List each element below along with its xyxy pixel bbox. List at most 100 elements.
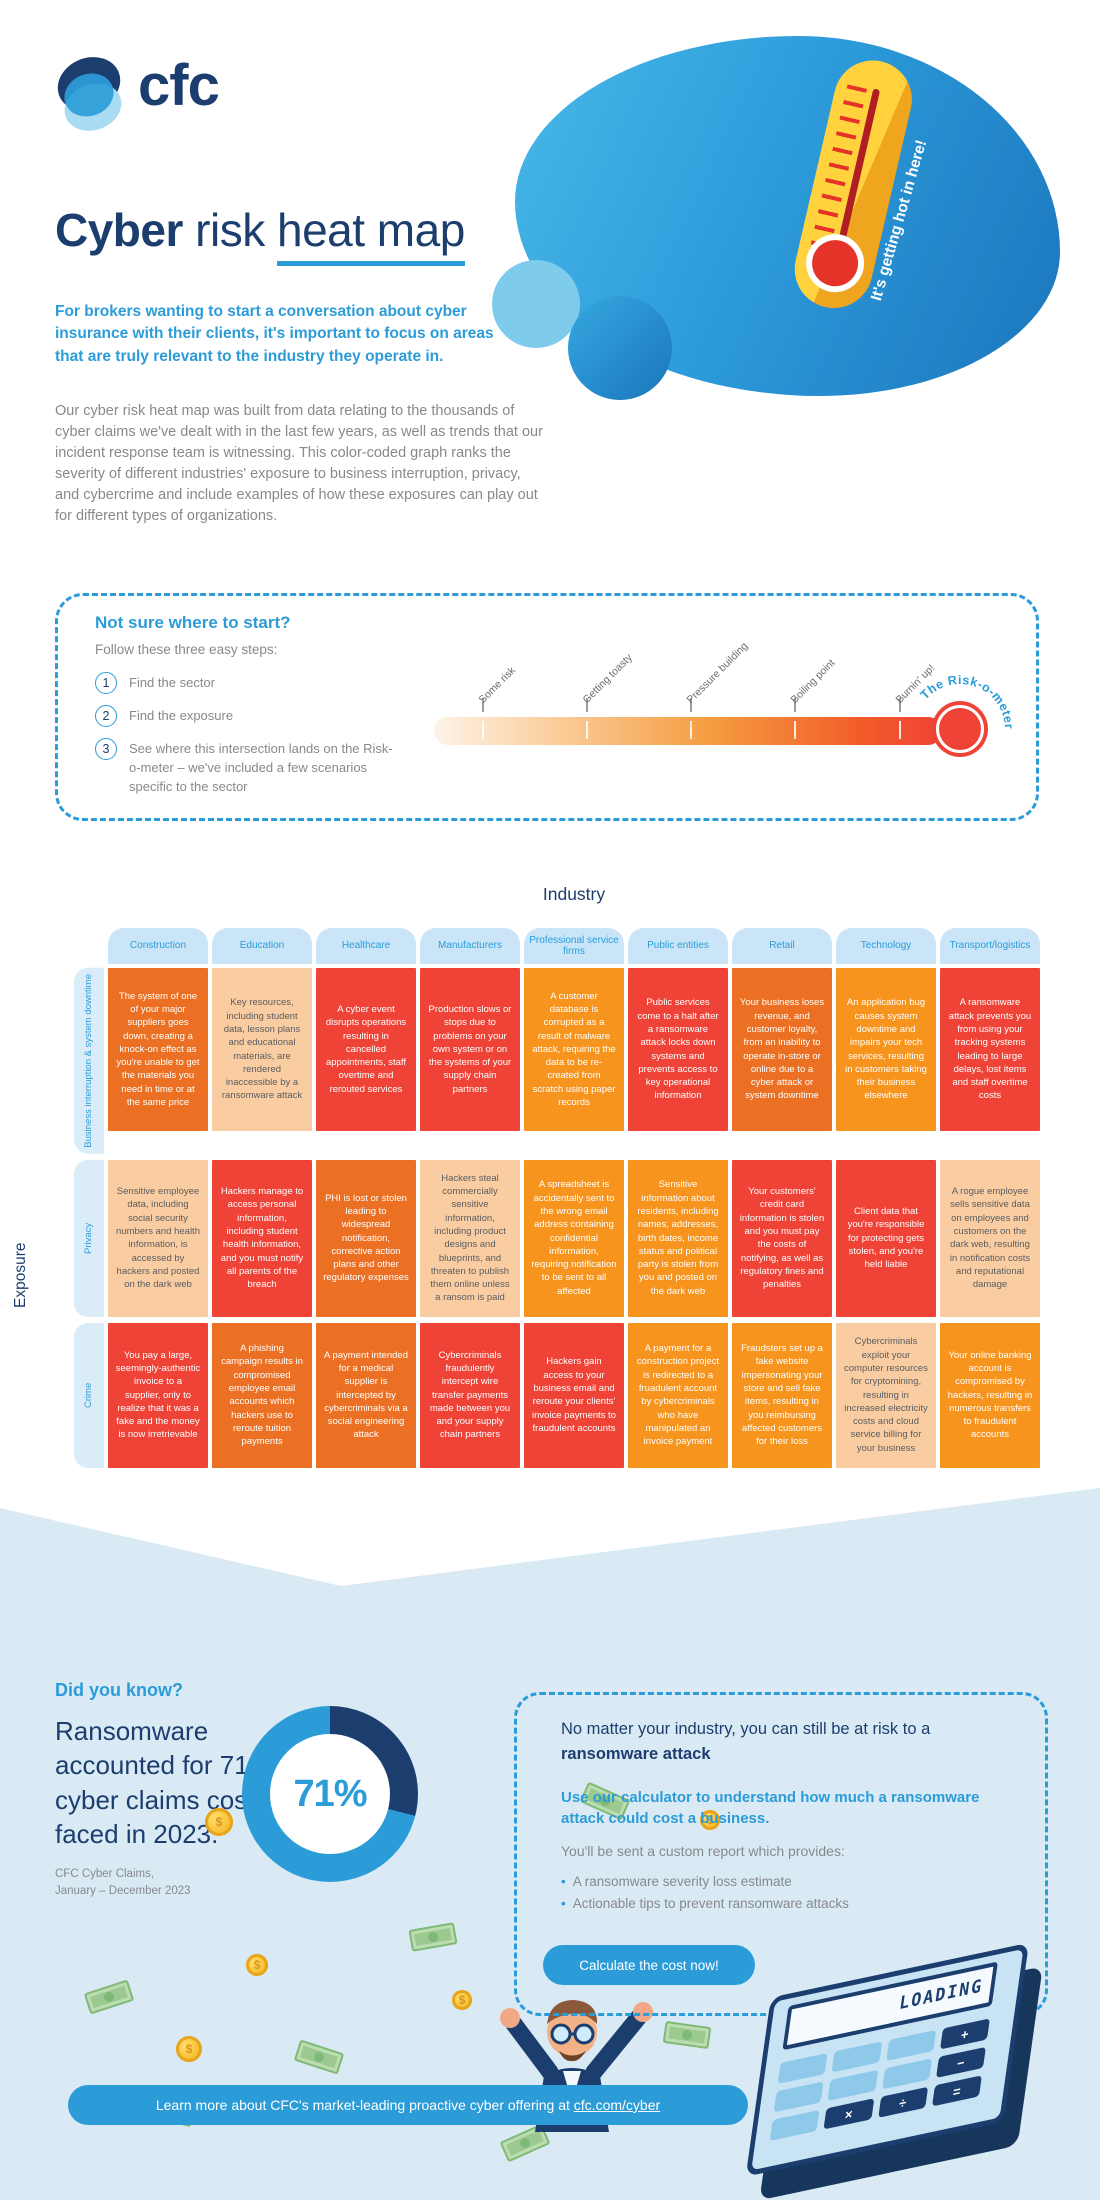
heading-bold: ransomware attack: [561, 1744, 711, 1763]
heatmap-cell: Cybercriminals fraudulently intercept wi…: [420, 1322, 520, 1468]
steps-list: 1 Find the sector 2 Find the exposure 3 See w…: [95, 672, 394, 808]
exposure-row-header: Business interruption & system downtime: [74, 968, 104, 1154]
heatmap-cell: A payment for a construction project is …: [628, 1322, 728, 1468]
ransomware-calculator-box: No matter your industry, you can still b…: [514, 1692, 1048, 2016]
industry-column-header: Public entities: [628, 928, 728, 964]
heatmap-cell: Hackers steal commercially sensitive inf…: [420, 1159, 520, 1317]
donut-value-label: 71%: [293, 1772, 367, 1815]
step-item: 1 Find the sector: [95, 672, 394, 694]
footer-link[interactable]: cfc.com/cyber: [573, 2097, 661, 2113]
blob-bubble-large: [568, 296, 672, 400]
page-title: Cyber risk heat map: [55, 203, 465, 266]
banknote-icon: [408, 1922, 458, 1952]
coin-icon: [700, 1810, 720, 1830]
meter-tick: [794, 698, 796, 712]
risk-o-meter-bar: [432, 715, 944, 747]
heatmap-row: Privacy Sensitive employee data, includin…: [74, 1159, 1040, 1317]
industry-column-header: Technology: [836, 928, 936, 964]
heatmap-cell: A spreadsheet is accidentally sent to th…: [524, 1159, 624, 1317]
banknote-icon: [293, 2039, 345, 2075]
meter-tick: [482, 698, 484, 712]
coin-icon: [452, 1990, 472, 2010]
heatmap-cell: Production slows or stops due to problem…: [420, 968, 520, 1131]
heatmap-cell: Cybercriminals exploit your computer res…: [836, 1322, 936, 1468]
coin-icon: [246, 1954, 268, 1976]
getting-started-box: [55, 593, 1039, 821]
heatmap-cell: Client data that you're responsible for …: [836, 1159, 936, 1317]
report-bullet-item: A ransomware severity loss estimate: [561, 1871, 849, 1893]
report-bullet-item: Actionable tips to prevent ransomware at…: [561, 1893, 849, 1915]
footer-text: Learn more about CFC's market-leading pr…: [155, 2097, 570, 2113]
banknote-icon: [83, 1979, 135, 2015]
meter-scale-label: Pressure building: [684, 640, 751, 706]
blob-bubble-small: [492, 260, 580, 348]
heatmap-row-cells: Sensitive employee data, including socia…: [108, 1159, 1040, 1317]
bottom-section: Did you know? Ransomware accounted for 7…: [0, 1488, 1100, 2200]
footer-banner[interactable]: Learn more about CFC's market-leading pr…: [68, 2085, 748, 2125]
donut-chart-71-percent: 71%: [242, 1706, 418, 1882]
heatmap-cell: Sensitive information about residents, i…: [628, 1159, 728, 1317]
heatmap-cell: A rogue employee sells sensitive data on…: [940, 1159, 1040, 1317]
heatmap-cell: A phishing campaign results in compromis…: [212, 1322, 312, 1468]
heading-regular: No matter your industry, you can still b…: [561, 1720, 931, 1738]
step-item: 2 Find the exposure: [95, 705, 394, 727]
stat-source: CFC Cyber Claims, January – December 202…: [55, 1866, 191, 1901]
meter-tick-inner: [794, 721, 796, 739]
calculator-key: −: [935, 2046, 986, 2078]
body-paragraph: Our cyber risk heat map was built from d…: [55, 403, 543, 525]
title-underlined: heat map: [277, 204, 465, 266]
calculate-cost-button[interactable]: Calculate the cost now!: [543, 1945, 755, 1985]
title-regular: risk: [182, 204, 277, 256]
heatmap-cell: A payment intended for a medical supplie…: [316, 1322, 416, 1468]
meter-tick: [586, 698, 588, 712]
report-bullets: A ransomware severity loss estimateActio…: [561, 1871, 849, 1914]
logo-wordmark: cfc: [138, 53, 220, 118]
industry-column-header: Retail: [732, 928, 832, 964]
heatmap-cell: Hackers manage to access personal inform…: [212, 1159, 312, 1317]
calculator-key: [773, 2081, 824, 2113]
heatmap-cell: Your business loses revenue, and custome…: [732, 968, 832, 1131]
risk-o-meter: The Risk-o-meter Some risk Getting toasty…: [432, 640, 1042, 790]
did-you-know-heading: Did you know?: [55, 1680, 183, 1700]
steps-heading: Not sure where to start?: [95, 613, 291, 632]
heatmap-body: Business interruption & system downtime T…: [74, 968, 1040, 1468]
intro-paragraph: For brokers wanting to start a conversat…: [55, 303, 494, 365]
industry-column-header: Construction: [108, 928, 208, 964]
report-intro: You'll be sent a custom report which pro…: [561, 1843, 845, 1859]
heatmap-cell: Public services come to a halt after a r…: [628, 968, 728, 1131]
heatmap-row-cells: The system of one of your major supplier…: [108, 968, 1040, 1154]
exposure-axis-label: Exposure: [12, 1242, 29, 1308]
step-text: Find the sector: [129, 675, 215, 690]
exposure-row-header: Privacy: [74, 1159, 104, 1317]
calculator-key: [881, 2058, 932, 2090]
meter-scale-label: Some risk: [476, 664, 519, 706]
meter-tick-inner: [899, 721, 901, 739]
heatmap-cell: PHI is lost or stolen leading to widespr…: [316, 1159, 416, 1317]
step-number-badge: 3: [95, 738, 117, 760]
calculator-key: [827, 2069, 878, 2101]
heatmap-cell: You pay a large, seemingly-authentic inv…: [108, 1322, 208, 1468]
step-text: Find the exposure: [129, 708, 234, 723]
step-number-badge: 2: [95, 705, 117, 727]
heatmap-cell: Your online banking account is compromis…: [940, 1322, 1040, 1468]
meter-scale-label: Getting toasty: [580, 651, 635, 706]
heatmap-cell: A cyber event disrupts operations result…: [316, 968, 416, 1131]
heatmap-row: Crime You pay a large, seemingly-authenti…: [74, 1322, 1040, 1468]
step-item: 3 See where this intersection lands on th…: [95, 738, 394, 797]
step-text: See where this intersection lands on the…: [129, 741, 393, 794]
heatmap-row-cells: You pay a large, seemingly-authentic inv…: [108, 1322, 1040, 1468]
coin-icon: [205, 1808, 233, 1836]
industry-column-header: Professional service firms: [524, 928, 624, 964]
meter-tick-inner: [482, 721, 484, 739]
risk-o-meter-bulb-ring: [936, 705, 984, 753]
meter-tick: [899, 698, 901, 712]
risk-o-meter-curved-title: The Risk-o-meter: [918, 673, 1016, 730]
heatmap-cell: The system of one of your major supplier…: [108, 968, 208, 1131]
meter-tick: [690, 698, 692, 712]
heatmap-cell: Sensitive employee data, including socia…: [108, 1159, 208, 1317]
calculator-cta-text: Use our calculator to understand how muc…: [561, 1789, 980, 1827]
industry-column-header: Manufacturers: [420, 928, 520, 964]
heatmap-columns: Construction Education Healthcare Manufactu…: [108, 928, 1040, 964]
meter-tick-inner: [690, 721, 692, 739]
